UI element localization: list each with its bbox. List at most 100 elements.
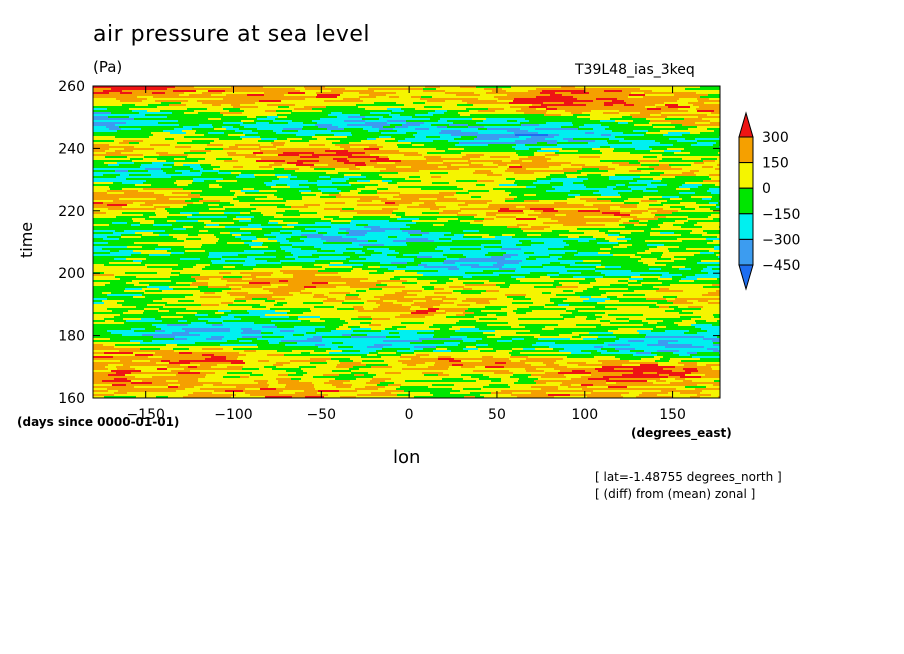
field-cell (316, 290, 326, 292)
field-cell (608, 198, 628, 200)
field-cell (243, 326, 262, 328)
field-cell (165, 258, 180, 260)
field-cell (453, 122, 464, 124)
field-cell (196, 90, 208, 92)
field-cell (406, 122, 424, 124)
field-cell (93, 180, 108, 182)
field-cell (713, 222, 720, 224)
latitude-info: [ lat=-1.48755 degrees_north ] (595, 470, 782, 484)
field-cell (396, 102, 413, 104)
field-cell (193, 178, 206, 180)
field-cell (602, 152, 612, 154)
field-cell (422, 314, 434, 316)
field-cell (276, 256, 285, 258)
field-cell (276, 112, 291, 114)
field-cell (543, 296, 559, 298)
field-cell (374, 202, 385, 204)
field-cell (243, 182, 264, 184)
field-cell (588, 178, 599, 180)
field-cell (155, 318, 177, 320)
field-cell (308, 210, 321, 212)
field-cell (629, 170, 641, 172)
field-cell (691, 268, 703, 270)
field-cell (309, 186, 322, 188)
field-cell (353, 216, 369, 218)
field-cell (161, 102, 181, 104)
field-cell (294, 326, 308, 328)
field-cell (125, 138, 143, 140)
field-cell (189, 124, 199, 126)
field-cell (321, 218, 333, 220)
field-cell (93, 198, 103, 200)
field-cell (635, 90, 652, 92)
field-cell (684, 228, 693, 230)
field-cell (555, 152, 571, 154)
field-cell (476, 302, 490, 304)
field-cell (202, 156, 217, 158)
field-cell (390, 216, 401, 218)
field-cell (221, 282, 237, 284)
field-cell (382, 316, 395, 318)
field-cell (154, 262, 165, 264)
field-cell (527, 132, 538, 134)
field-cell (435, 178, 449, 180)
field-cell (290, 242, 303, 244)
field-cell (247, 256, 258, 258)
field-cell (553, 288, 566, 290)
field-cell (352, 242, 370, 244)
field-cell (701, 158, 717, 160)
field-cell (218, 154, 228, 156)
field-cell (351, 132, 371, 134)
field-cell (105, 150, 115, 152)
field-cell (660, 250, 669, 252)
field-cell (485, 306, 507, 308)
field-cell (577, 174, 587, 176)
field-cell (353, 186, 365, 188)
field-cell (124, 180, 146, 182)
field-cell (184, 252, 193, 254)
field-cell (588, 256, 609, 258)
field-cell (673, 224, 694, 226)
field-cell (521, 248, 531, 250)
field-cell (593, 214, 614, 216)
field-cell (593, 236, 610, 238)
field-cell (433, 140, 448, 142)
field-cell (308, 244, 327, 246)
field-cell (261, 148, 277, 150)
field-cell (221, 258, 233, 260)
field-cell (93, 116, 108, 118)
field-cell (683, 290, 699, 292)
field-cell (608, 234, 619, 236)
field-cell (395, 316, 416, 318)
field-cell (282, 90, 300, 92)
field-cell (716, 290, 720, 292)
field-cell (352, 266, 368, 268)
field-cell (578, 150, 600, 152)
field-cell (700, 318, 713, 320)
field-cell (671, 258, 686, 260)
field-cell (714, 172, 720, 174)
field-cell (93, 164, 108, 166)
field-cell (205, 122, 223, 124)
field-cell (545, 326, 560, 328)
field-cell (635, 148, 652, 150)
field-cell (463, 254, 485, 256)
field-cell (568, 118, 590, 120)
field-cell (350, 286, 361, 288)
field-cell (130, 238, 140, 240)
field-cell (682, 240, 699, 242)
field-cell (405, 270, 425, 272)
field-cell (435, 110, 447, 112)
field-cell (526, 246, 535, 248)
field-cell (663, 294, 679, 296)
field-cell (423, 88, 436, 90)
field-cell (383, 222, 405, 224)
field-cell (560, 112, 571, 114)
field-cell (693, 312, 714, 314)
field-cell (364, 308, 373, 310)
field-cell (463, 244, 481, 246)
field-cell (711, 198, 720, 200)
field-cell (585, 164, 602, 166)
field-cell (709, 98, 720, 100)
field-cell (250, 266, 266, 268)
